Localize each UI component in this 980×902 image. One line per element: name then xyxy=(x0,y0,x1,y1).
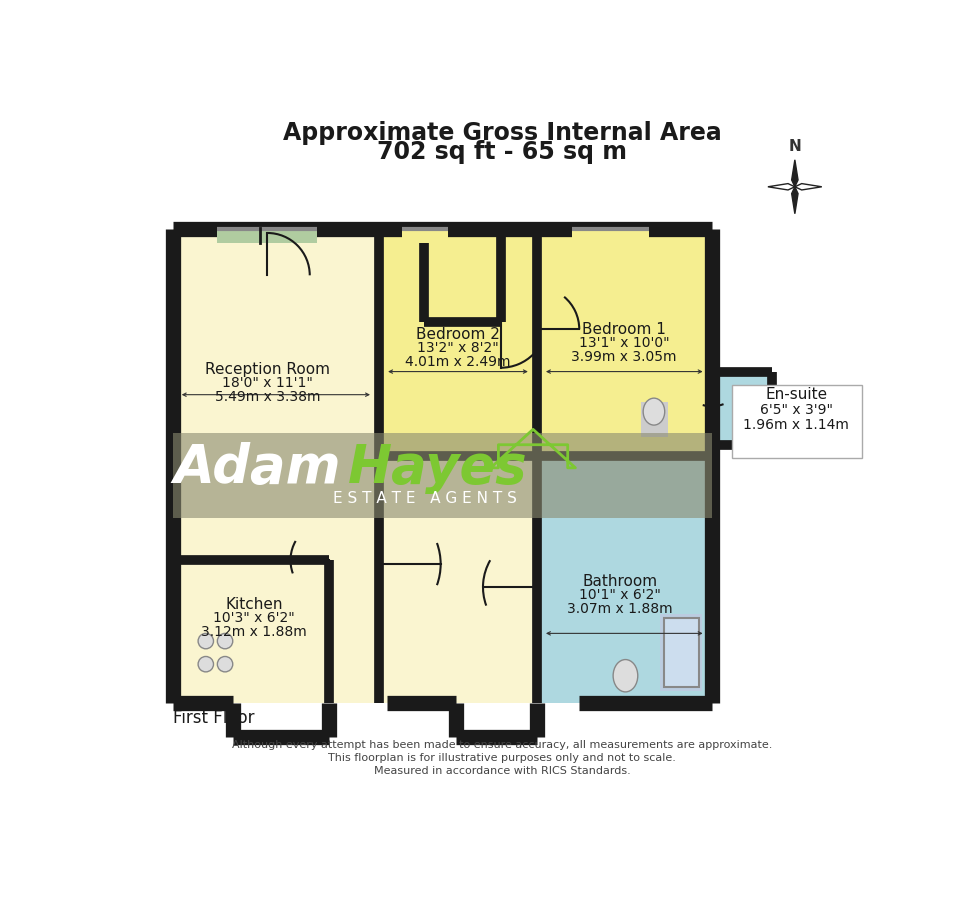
Text: Kitchen: Kitchen xyxy=(225,596,283,612)
Text: Approximate Gross Internal Area: Approximate Gross Internal Area xyxy=(283,121,721,145)
Text: Bathroom: Bathroom xyxy=(582,574,658,588)
Text: 6'5" x 3'9": 6'5" x 3'9" xyxy=(760,403,833,417)
Text: Adam: Adam xyxy=(172,442,341,493)
Text: N: N xyxy=(789,139,802,153)
Text: Hayes: Hayes xyxy=(348,442,528,493)
Circle shape xyxy=(198,657,214,672)
Bar xyxy=(379,229,537,456)
Text: 3.99m x 3.05m: 3.99m x 3.05m xyxy=(571,350,676,364)
Bar xyxy=(758,406,773,433)
Bar xyxy=(641,402,667,437)
Text: 1.96m x 1.14m: 1.96m x 1.14m xyxy=(744,419,850,432)
Bar xyxy=(218,227,318,243)
Text: 4.01m x 2.49m: 4.01m x 2.49m xyxy=(405,355,511,369)
Text: 13'2" x 8'2": 13'2" x 8'2" xyxy=(416,342,499,355)
Text: 5.49m x 3.38m: 5.49m x 3.38m xyxy=(215,390,320,404)
Text: En-suite: En-suite xyxy=(765,387,827,402)
Text: Bedroom 2: Bedroom 2 xyxy=(416,327,500,342)
Bar xyxy=(537,456,711,703)
Bar xyxy=(172,560,329,703)
Polygon shape xyxy=(792,160,798,187)
Bar xyxy=(664,618,699,687)
Bar xyxy=(661,614,703,691)
Text: 702 sq ft - 65 sq m: 702 sq ft - 65 sq m xyxy=(377,140,627,164)
Text: 3.07m x 1.88m: 3.07m x 1.88m xyxy=(567,602,673,616)
Text: 10'3" x 6'2": 10'3" x 6'2" xyxy=(214,611,295,625)
Text: Measured in accordance with RICS Standards.: Measured in accordance with RICS Standar… xyxy=(374,766,630,777)
Text: First Floor: First Floor xyxy=(172,709,254,727)
Text: Bedroom 1: Bedroom 1 xyxy=(582,322,665,336)
Bar xyxy=(571,227,649,243)
Bar xyxy=(711,372,772,445)
Text: Reception Room: Reception Room xyxy=(205,362,330,377)
Text: 13'1" x 10'0": 13'1" x 10'0" xyxy=(578,336,669,350)
Text: Although every attempt has been made to ensure accuracy, all measurements are ap: Although every attempt has been made to … xyxy=(232,740,772,750)
Text: E S T A T E   A G E N T S: E S T A T E A G E N T S xyxy=(333,491,517,506)
Bar xyxy=(537,229,711,456)
Circle shape xyxy=(218,657,233,672)
Text: 18'0" x 11'1": 18'0" x 11'1" xyxy=(221,376,313,391)
Bar xyxy=(379,456,537,703)
Ellipse shape xyxy=(613,659,638,692)
Polygon shape xyxy=(768,184,795,190)
Polygon shape xyxy=(792,187,798,214)
Bar xyxy=(172,229,379,703)
FancyBboxPatch shape xyxy=(732,385,861,458)
Ellipse shape xyxy=(643,398,664,425)
Text: 10'1" x 6'2": 10'1" x 6'2" xyxy=(579,588,661,602)
Text: 3.12m x 1.88m: 3.12m x 1.88m xyxy=(202,625,307,639)
Polygon shape xyxy=(795,184,822,190)
Circle shape xyxy=(218,633,233,649)
Bar xyxy=(329,456,379,703)
Circle shape xyxy=(198,633,214,649)
Text: This floorplan is for illustrative purposes only and not to scale.: This floorplan is for illustrative purpo… xyxy=(328,753,676,763)
Bar xyxy=(172,433,711,518)
Bar xyxy=(402,227,449,243)
